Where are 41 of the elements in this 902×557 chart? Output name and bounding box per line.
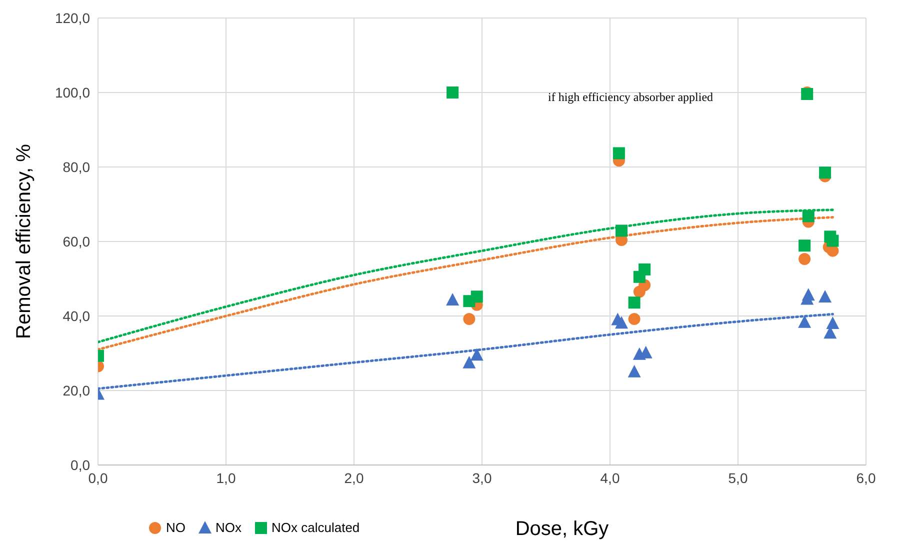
- annotation: if high efficiency absorber applied: [548, 90, 714, 105]
- legend-label: NO: [166, 520, 186, 535]
- point: [826, 234, 839, 247]
- point: [798, 315, 812, 328]
- point: [638, 263, 651, 276]
- x-tick-label: 0,0: [88, 470, 108, 486]
- x-axis-title: Dose, kGy: [515, 518, 609, 540]
- point: [802, 210, 814, 222]
- y-tick-label: 120,0: [54, 10, 90, 26]
- point: [798, 240, 811, 252]
- x-tick-label: 5,0: [728, 470, 748, 486]
- point: [462, 356, 476, 368]
- point: [612, 147, 625, 160]
- point: [470, 290, 483, 303]
- point: [463, 312, 476, 325]
- y-tick-label: 100,0: [54, 84, 90, 100]
- y-tick-label: 20,0: [62, 382, 90, 398]
- legend-label: NOx: [216, 520, 242, 535]
- y-tick-label: 60,0: [62, 233, 90, 250]
- legend-label: NOx calculated: [272, 520, 360, 535]
- point: [628, 296, 640, 309]
- point: [628, 364, 641, 378]
- y-axis-title: Removal efficiency, %: [13, 144, 36, 339]
- y-tick-label: 40,0: [62, 308, 90, 324]
- point: [615, 316, 628, 329]
- x-tick-label: 6,0: [856, 470, 876, 486]
- point: [446, 292, 460, 306]
- point: [819, 166, 832, 179]
- point: [628, 312, 640, 325]
- point: [446, 86, 459, 98]
- point: [798, 253, 811, 266]
- x-tick-label: 3,0: [472, 470, 492, 486]
- point: [470, 348, 484, 361]
- y-tick-label: 80,0: [62, 158, 90, 175]
- point: [616, 224, 628, 237]
- x-tick-label: 2,0: [344, 470, 364, 486]
- y-tick-label: 0,0: [70, 456, 90, 473]
- point: [826, 316, 840, 329]
- x-tick-label: 1,0: [216, 470, 236, 486]
- x-tick-label: 4,0: [600, 470, 620, 486]
- point: [818, 290, 832, 303]
